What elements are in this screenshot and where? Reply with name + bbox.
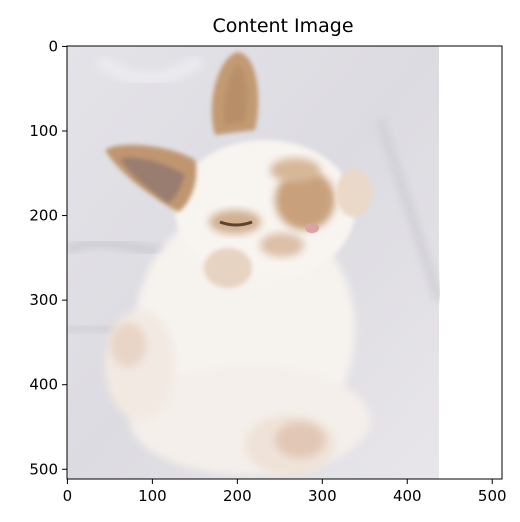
bunny-nose bbox=[305, 223, 319, 233]
bunny-left-foot-pad bbox=[110, 323, 146, 367]
chart-title: Content Image bbox=[212, 15, 353, 37]
x-axis: 0 100 200 300 400 500 bbox=[63, 479, 507, 505]
bunny-cheek-patch bbox=[260, 233, 304, 257]
bunny-left-paw bbox=[204, 248, 252, 288]
y-tick-label: 100 bbox=[29, 122, 58, 140]
x-tick-label: 0 bbox=[63, 487, 73, 505]
x-tick-label: 500 bbox=[478, 487, 507, 505]
x-tick-label: 300 bbox=[308, 487, 337, 505]
y-tick-label: 300 bbox=[29, 291, 58, 309]
y-tick-label: 500 bbox=[29, 460, 58, 478]
y-tick-label: 200 bbox=[29, 207, 58, 225]
y-tick-label: 400 bbox=[29, 376, 58, 394]
bunny-right-foot-pad bbox=[275, 422, 325, 458]
bunny-eye-patch bbox=[209, 210, 261, 234]
x-tick-label: 400 bbox=[393, 487, 422, 505]
bunny-left-foot bbox=[105, 310, 175, 420]
content-image bbox=[67, 46, 439, 479]
bunny-head-patch bbox=[270, 158, 320, 182]
y-tick-label: 0 bbox=[48, 37, 58, 55]
y-axis: 0 100 200 300 400 500 bbox=[29, 37, 67, 478]
x-tick-label: 200 bbox=[223, 487, 252, 505]
bunny-right-paw bbox=[336, 169, 372, 217]
x-tick-label: 100 bbox=[138, 487, 167, 505]
